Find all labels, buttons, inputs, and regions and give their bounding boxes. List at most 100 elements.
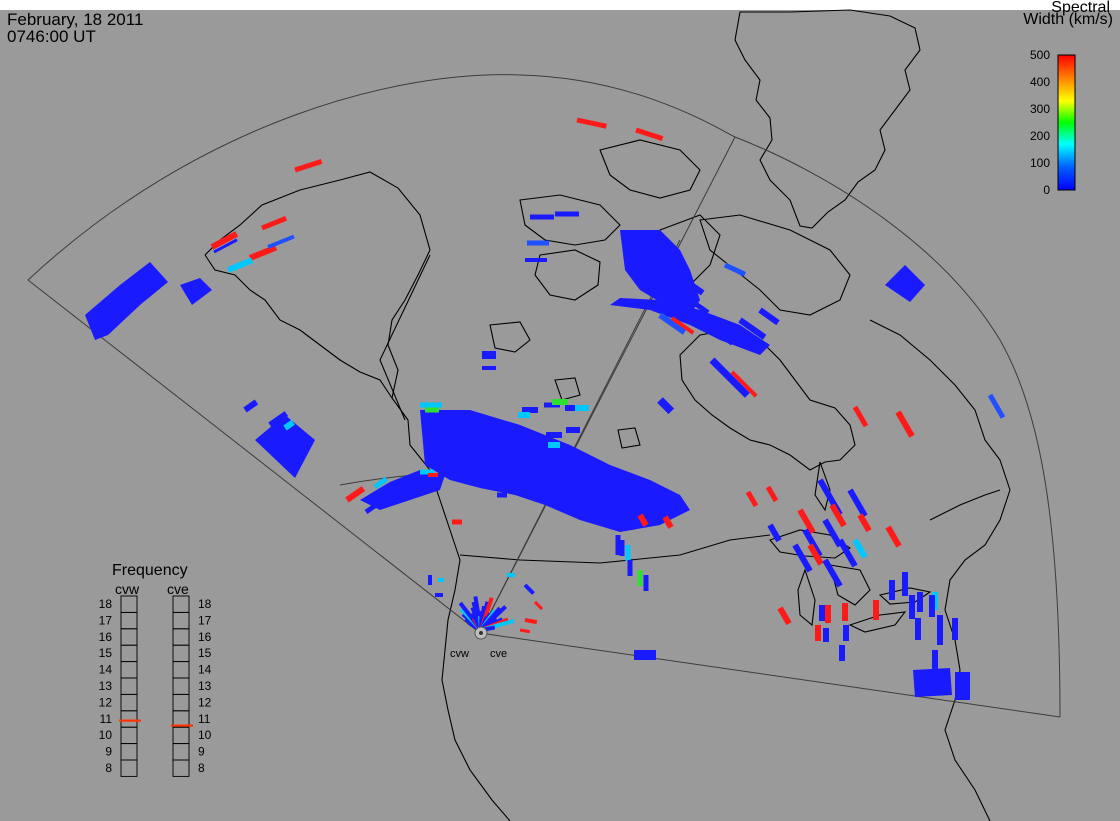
- echo-cell: [428, 575, 432, 585]
- frequency-level-label-right: 16: [198, 630, 212, 644]
- echo-cell: [533, 600, 544, 611]
- echo-cell: [522, 407, 538, 413]
- hudson-bay-coast: [679, 329, 856, 471]
- echo-cell: [497, 492, 507, 498]
- echo-east-cell: [913, 668, 952, 697]
- echo-cell: [902, 572, 908, 596]
- frequency-cell: [120, 595, 138, 613]
- frequency-cell: [172, 595, 190, 613]
- echo-cell: [842, 603, 848, 621]
- echo-cell: [268, 411, 289, 428]
- frequency-level-label-right: 8: [198, 761, 205, 775]
- echo-cell: [410, 483, 428, 489]
- echo-cell: [932, 650, 938, 670]
- echo-cell: [807, 543, 824, 566]
- echo-cell: [987, 393, 1006, 419]
- echo-cell: [765, 485, 779, 503]
- echo-cell: [777, 606, 792, 626]
- echo-cell: [566, 427, 580, 433]
- echo-cell: [438, 578, 444, 582]
- echo-cell: [507, 573, 515, 577]
- alaska-coast: [204, 171, 461, 561]
- frequency-level-label-left: 11: [100, 712, 113, 726]
- pacific-nw-coast: [441, 559, 511, 821]
- frequency-level-label-left: 9: [105, 745, 112, 759]
- frequency-level-label-right: 13: [198, 679, 212, 693]
- echo-cell: [815, 625, 821, 641]
- echo-cell: [658, 312, 687, 335]
- echo-cell: [847, 488, 868, 518]
- echo-arc-west: [360, 470, 445, 510]
- james-bay-coast: [814, 461, 831, 512]
- frequency-cell: [120, 759, 138, 777]
- echo-cell: [915, 618, 921, 640]
- frequency-cell: [120, 710, 138, 728]
- echo-cell: [518, 412, 530, 418]
- echo-cell: [420, 402, 442, 408]
- echo-cell: [852, 405, 869, 428]
- echo-cell: [635, 127, 664, 141]
- echo-east-cell-2: [955, 672, 970, 700]
- field-of-view: [27, 74, 1061, 718]
- colorbar-scale: [1057, 54, 1076, 191]
- echo-cell: [373, 476, 388, 489]
- coastlines: [204, 9, 1011, 821]
- echo-cell: [625, 545, 631, 561]
- echo-cell: [895, 410, 915, 438]
- echo-cell: [213, 238, 238, 254]
- echo-cell: [482, 366, 496, 370]
- echo-cell: [837, 538, 858, 568]
- colorbar-tick-label: 400: [1030, 75, 1050, 89]
- echo-cell: [885, 525, 902, 548]
- frequency-level-label-left: 17: [99, 613, 113, 627]
- echo-cell: [525, 258, 547, 262]
- echo-cell: [797, 508, 816, 534]
- frequency-cells: 18 18 17 17 16 16 15 15 14 14 13 13 12 12 11 11 10 10 9 9 8 8: [99, 595, 212, 777]
- echo-cell: [527, 240, 549, 246]
- echo-cell: [555, 211, 579, 217]
- colorbar-title-line2: Width (km/s): [1023, 11, 1113, 28]
- labrador-coast: [869, 319, 1011, 491]
- radar-label-cve: cve: [490, 648, 507, 660]
- arctic-island-5: [489, 321, 531, 353]
- echo-cell: [909, 595, 915, 619]
- echo-cell: [425, 407, 439, 413]
- echo-cell: [643, 575, 649, 591]
- echo-cell: [730, 370, 758, 398]
- echo-alaska-cell: [180, 278, 212, 305]
- echo-cell: [552, 399, 568, 405]
- echo-cell: [524, 618, 538, 625]
- echo-cell: [226, 257, 254, 273]
- frequency-cell: [120, 677, 138, 695]
- echo-cell: [563, 459, 573, 465]
- echo-yukon-cell: [255, 415, 315, 478]
- echo-cell: [758, 307, 780, 326]
- colorbar-tick-label: 0: [1043, 183, 1050, 197]
- echo-cell: [822, 518, 843, 548]
- echo-cell: [452, 519, 462, 525]
- echo-cell: [267, 234, 295, 249]
- frequency-level-label-right: 10: [198, 728, 212, 742]
- echo-alaska-west: [85, 262, 168, 340]
- echo-cell: [819, 605, 825, 621]
- frequency-level-label-right: 18: [198, 597, 212, 611]
- echo-cell: [435, 593, 443, 597]
- echo-cell: [548, 442, 560, 448]
- echo-cell: [823, 628, 829, 642]
- echo-cell: [817, 478, 843, 517]
- frequency-level-label-right: 11: [198, 712, 211, 726]
- nw-lake-1: [554, 377, 581, 401]
- colorbar-tick-label: 200: [1030, 129, 1050, 143]
- colorbar-ticks: 500 400 300 200 100 0: [1030, 48, 1050, 197]
- echo-cell: [822, 558, 843, 588]
- frequency-cell: [120, 661, 138, 679]
- echo-cell: [829, 503, 847, 528]
- echo-north-cluster: [620, 230, 700, 315]
- echo-cell: [432, 459, 448, 465]
- arctic-island-4: [534, 249, 601, 301]
- echo-cell: [575, 405, 589, 411]
- frequency-col-cvw: cvw: [115, 581, 140, 597]
- arctic-island-2: [599, 139, 701, 199]
- colorbar-tick-label: 100: [1030, 156, 1050, 170]
